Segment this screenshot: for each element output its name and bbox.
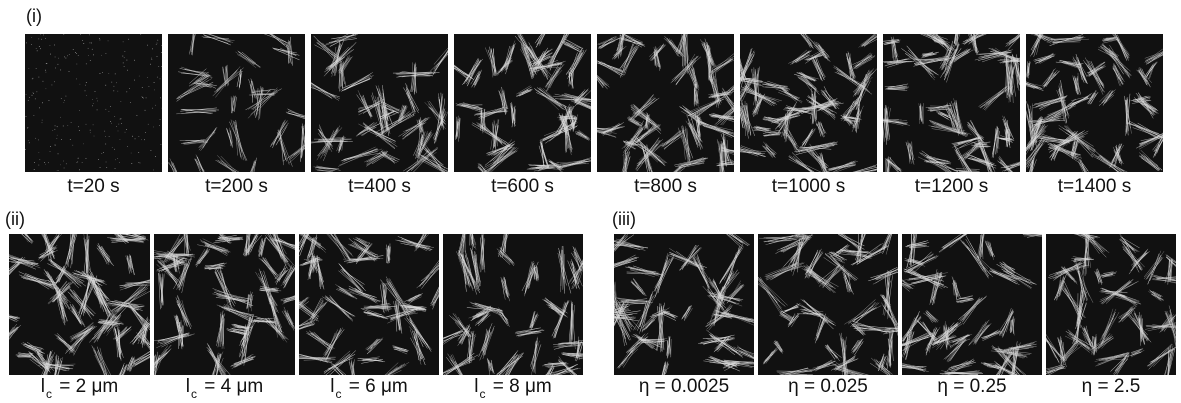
snapshot-eta-0.25 (902, 234, 1042, 375)
simulation-snapshot-t1000 (740, 34, 877, 172)
panel-label-ii: (ii) (5, 209, 25, 229)
snapshot-lc-2 (9, 234, 150, 375)
caption-eta-0.0025: η = 0.0025 (638, 376, 730, 397)
panel-label-iii: (iii) (612, 209, 636, 229)
caption-eta-0.025: η = 0.025 (788, 376, 868, 397)
panel-label-i: (i) (26, 6, 42, 26)
caption-t1000: t=1000 s (771, 176, 846, 197)
caption-t1200: t=1200 s (914, 176, 989, 197)
caption-lc-8: lc = 8 μm (474, 376, 552, 401)
caption-lc-2: lc = 2 μm (40, 376, 119, 401)
caption-t1400: t=1400 s (1057, 176, 1132, 197)
simulation-snapshot-t1400 (1026, 34, 1163, 172)
simulation-snapshot-t400 (311, 34, 448, 172)
caption-eta-0.25: η = 0.25 (937, 376, 1007, 397)
snapshot-lc-4 (154, 234, 295, 375)
simulation-snapshot-t200 (168, 34, 305, 172)
simulation-snapshot-t20 (25, 34, 162, 172)
caption-t400: t=400 s (348, 176, 411, 197)
caption-t600: t=600 s (491, 176, 554, 197)
snapshot-eta-2.5 (1046, 234, 1176, 375)
caption-t20: t=20 s (67, 176, 120, 197)
caption-t800: t=800 s (634, 176, 697, 197)
caption-eta-2.5: η = 2.5 (1081, 376, 1141, 397)
snapshot-eta-0.025 (758, 234, 898, 375)
caption-lc-6: lc = 6 μm (330, 376, 408, 401)
simulation-snapshot-t1200 (883, 34, 1020, 172)
snapshot-lc-8 (443, 234, 583, 375)
caption-lc-4: lc = 4 μm (185, 376, 264, 401)
simulation-snapshot-t800 (597, 34, 734, 172)
caption-t200: t=200 s (205, 176, 268, 197)
snapshot-lc-6 (299, 234, 439, 375)
simulation-snapshot-t600 (454, 34, 591, 172)
snapshot-eta-0.0025 (614, 234, 754, 375)
